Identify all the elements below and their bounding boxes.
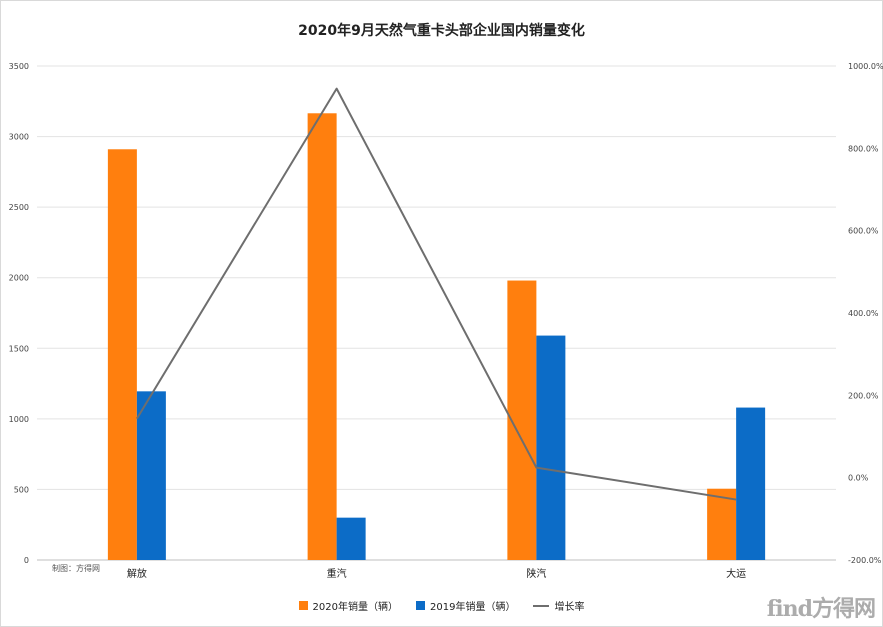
y-left-tick-label: 3000 bbox=[9, 133, 29, 142]
chart-credit: 制图：方得网 bbox=[52, 564, 100, 573]
x-category-label: 解放 bbox=[127, 567, 147, 580]
bar-2019 bbox=[536, 335, 566, 560]
x-category-label: 陕汽 bbox=[526, 567, 546, 580]
bar-2019 bbox=[136, 391, 166, 560]
legend-label-2020: 2020年销量（辆） bbox=[312, 602, 398, 613]
y-left-tick-label: 2500 bbox=[9, 203, 29, 212]
y-left-tick-label: 1000 bbox=[9, 415, 29, 424]
bar-2020 bbox=[707, 488, 737, 560]
bar-2019 bbox=[336, 517, 366, 560]
legend-item-2019: 2019年销量（辆） bbox=[416, 598, 515, 613]
y-right-tick-label: 1000.0% bbox=[848, 62, 883, 71]
chart-legend: 2020年销量（辆） 2019年销量（辆） 增长率 bbox=[0, 598, 883, 613]
y-right-tick-label: 800.0% bbox=[848, 144, 879, 153]
watermark-logo: find方得网 bbox=[766, 596, 876, 622]
y-left-tick-label: 1500 bbox=[9, 344, 29, 353]
chart-title: 2020年9月天然气重卡头部企业国内销量变化 bbox=[298, 23, 585, 39]
y-right-tick-label: 200.0% bbox=[848, 391, 879, 400]
y-right-tick-label: 400.0% bbox=[848, 309, 879, 318]
y-right-tick-label: 600.0% bbox=[848, 227, 879, 236]
bar-2019 bbox=[736, 407, 766, 560]
y-left-tick-label: 500 bbox=[14, 485, 29, 494]
y-right-tick-label: -200.0% bbox=[848, 556, 882, 565]
y-left-tick-label: 2000 bbox=[9, 274, 29, 283]
legend-swatch-2020 bbox=[298, 601, 308, 610]
legend-label-2019: 2019年销量（辆） bbox=[430, 602, 516, 613]
legend-swatch-growth bbox=[533, 604, 550, 607]
legend-label-growth: 增长率 bbox=[554, 602, 585, 613]
legend-swatch-2019 bbox=[416, 601, 425, 610]
growth-rate-line bbox=[136, 87, 737, 501]
y-left-tick-label: 0 bbox=[24, 556, 29, 565]
bar-2020 bbox=[307, 113, 337, 560]
legend-item-2020: 2020年销量（辆） bbox=[298, 598, 398, 613]
x-category-label: 大运 bbox=[726, 567, 746, 580]
bar-2020 bbox=[107, 149, 137, 560]
y-right-tick-label: 0.0% bbox=[848, 474, 869, 483]
x-category-label: 重汽 bbox=[327, 567, 347, 580]
y-left-tick-label: 3500 bbox=[9, 62, 29, 71]
legend-item-growth: 增长率 bbox=[533, 598, 584, 613]
